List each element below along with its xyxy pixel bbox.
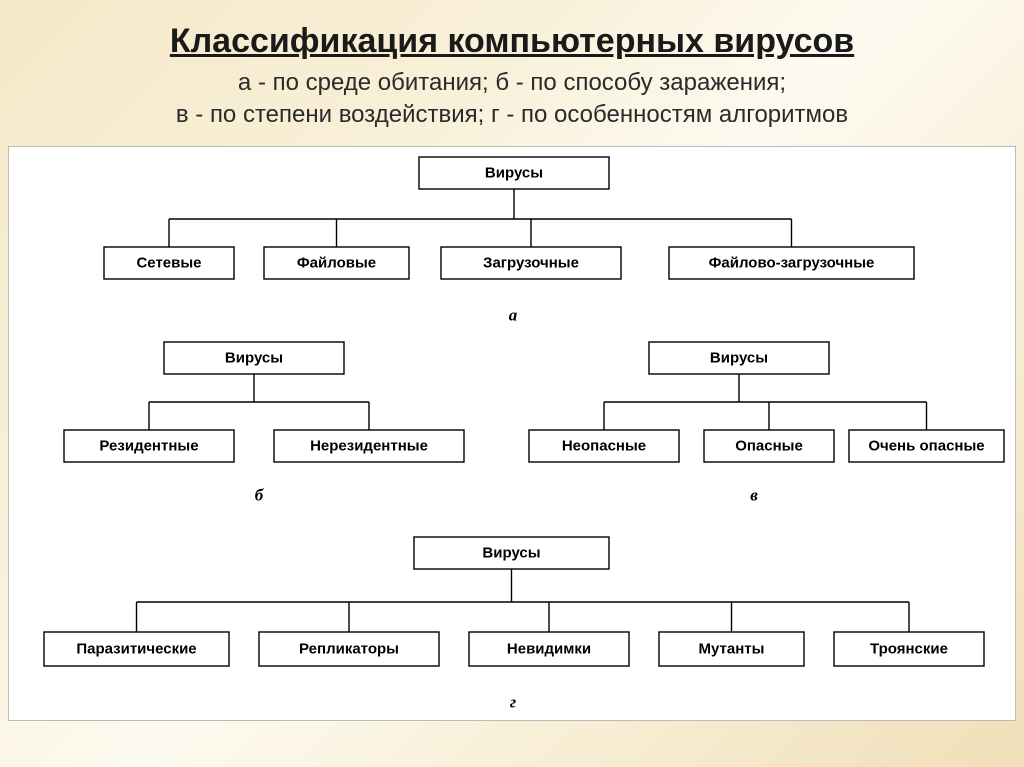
child-node-g-0: Паразитические: [44, 632, 229, 666]
tree-g: Вирусы Паразитические Репликаторы Невидимки…: [44, 537, 984, 712]
child-node-g-1-label: Репликаторы: [299, 640, 399, 657]
root-node-g-label: Вирусы: [482, 544, 540, 561]
root-node-b: Вирусы: [164, 342, 344, 374]
child-node-b-1-label: Нерезидентные: [310, 437, 428, 454]
tree-a: Вирусы Сетевые Файловые Загрузочные Файлово-…: [104, 157, 914, 325]
classification-diagram: Вирусы Сетевые Файловые Загрузочные Файлово-…: [9, 147, 1017, 722]
page-subtitle: а - по среде обитания; б - по способу за…: [0, 67, 1024, 132]
child-node-a-3: Файлово-загрузочные: [669, 247, 914, 279]
subtitle-line-1: а - по среде обитания; б - по способу за…: [238, 69, 786, 96]
child-node-g-0-label: Паразитические: [76, 640, 196, 657]
child-node-v-0: Неопасные: [529, 430, 679, 462]
child-node-a-2-label: Загрузочные: [483, 254, 579, 271]
root-node-g: Вирусы: [414, 537, 609, 569]
root-node-a: Вирусы: [419, 157, 609, 189]
child-node-g-2-label: Невидимки: [507, 640, 591, 657]
header: Классификация компьютерных вирусов а - п…: [0, 0, 1024, 132]
child-node-a-1-label: Файловые: [297, 254, 376, 271]
child-node-g-1: Репликаторы: [259, 632, 439, 666]
child-node-b-0: Резидентные: [64, 430, 234, 462]
child-node-g-4-label: Троянские: [870, 640, 948, 657]
child-node-a-3-label: Файлово-загрузочные: [709, 254, 875, 271]
child-node-g-4: Троянские: [834, 632, 984, 666]
subtitle-line-2: в - по степени воздействия; г - по особе…: [176, 101, 848, 128]
tree-v: Вирусы Неопасные Опасные Очень опасные в: [529, 342, 1004, 505]
child-node-v-1: Опасные: [704, 430, 834, 462]
tree-caption-v: в: [750, 485, 758, 504]
child-node-v-2-label: Очень опасные: [868, 437, 984, 454]
child-node-b-1: Нерезидентные: [274, 430, 464, 462]
diagram-panel: Вирусы Сетевые Файловые Загрузочные Файлово-…: [8, 146, 1016, 721]
child-node-v-0-label: Неопасные: [562, 437, 646, 454]
child-node-v-2: Очень опасные: [849, 430, 1004, 462]
child-node-a-0: Сетевые: [104, 247, 234, 279]
child-node-a-0-label: Сетевые: [136, 254, 201, 271]
root-node-v-label: Вирусы: [710, 349, 768, 366]
root-node-a-label: Вирусы: [485, 164, 543, 181]
tree-b: Вирусы Резидентные Нерезидентные б: [64, 342, 464, 505]
child-node-g-3: Мутанты: [659, 632, 804, 666]
page-title: Классификация компьютерных вирусов: [0, 22, 1024, 61]
root-node-v: Вирусы: [649, 342, 829, 374]
child-node-g-2: Невидимки: [469, 632, 629, 666]
child-node-a-2: Загрузочные: [441, 247, 621, 279]
root-node-b-label: Вирусы: [225, 349, 283, 366]
child-node-a-1: Файловые: [264, 247, 409, 279]
tree-caption-g: г: [510, 692, 516, 711]
child-node-g-3-label: Мутанты: [699, 640, 765, 657]
child-node-b-0-label: Резидентные: [99, 437, 198, 454]
child-node-v-1-label: Опасные: [735, 437, 803, 454]
tree-caption-b: б: [255, 485, 265, 504]
tree-caption-a: а: [509, 305, 518, 324]
